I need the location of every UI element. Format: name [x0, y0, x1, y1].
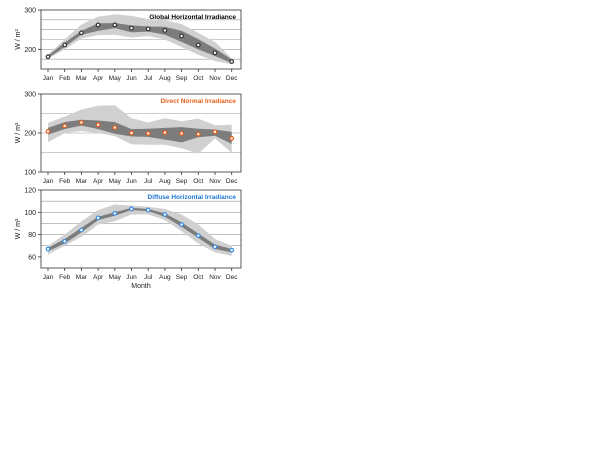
data-point-nov: [212, 244, 218, 250]
x-tick-label-dec: Dec: [226, 274, 238, 281]
direct-normal-irradiance-panel: 100 200 300 Jan Feb Mar Apr May Jun Jul Aug Sep Oct N…: [15, 92, 242, 185]
data-point-jul: [145, 207, 151, 213]
data-point-jan: [45, 54, 51, 60]
x-axis-label: Month: [131, 283, 151, 290]
x-tick-label-feb: Feb: [59, 274, 71, 281]
x-tick-label-may: May: [109, 178, 122, 185]
data-point-oct: [195, 233, 201, 239]
data-point-dec: [229, 59, 235, 64]
y-axis-label: W / m²: [15, 29, 22, 50]
x-tick-label-jan: Jan: [43, 75, 54, 82]
x-tick-label-jan: Jan: [43, 274, 54, 281]
x-tick-label-sep: Sep: [176, 178, 188, 185]
data-point-may: [112, 22, 118, 28]
x-tick-label-dec: Dec: [226, 178, 238, 185]
data-point-apr: [95, 122, 101, 128]
data-point-jan: [45, 129, 51, 134]
data-point-dec: [229, 247, 235, 253]
x-tick-label-jul: Jul: [144, 75, 153, 82]
x-tick-label-aug: Aug: [159, 274, 171, 281]
data-point-jun: [129, 25, 134, 31]
plot-frame: [40, 9, 242, 70]
y-tick-label: 200: [24, 131, 36, 138]
panel-title: Global Horizontal Irradiance: [149, 14, 236, 21]
y-tick-label: 100: [24, 170, 36, 177]
data-point-jul: [145, 130, 151, 136]
x-tick-label-oct: Oct: [193, 178, 203, 185]
x-tick-label-jul: Jul: [144, 274, 153, 281]
data-point-oct: [195, 131, 201, 137]
y-tick-label: 300: [24, 8, 36, 15]
data-point-sep: [179, 130, 185, 136]
data-point-aug: [162, 130, 168, 136]
x-tick-label-jan: Jan: [43, 178, 54, 185]
y-axis-label: W / m²: [15, 218, 22, 239]
y-tick-label: 80: [28, 232, 36, 239]
data-point-sep: [179, 222, 185, 227]
x-tick-label-jun: Jun: [126, 75, 137, 82]
x-tick-label-may: May: [109, 274, 122, 281]
data-point-aug: [162, 212, 168, 217]
global-horizontal-irradiance-panel: 200 300 Jan Feb Mar Apr May Jun Jul Aug Sep Oct Nov D…: [15, 8, 242, 82]
x-tick-label-feb: Feb: [59, 178, 71, 185]
x-tick-label-aug: Aug: [159, 75, 171, 82]
outer-range-band: [48, 204, 232, 256]
x-tick-label-aug: Aug: [159, 178, 171, 185]
data-point-feb: [62, 42, 68, 48]
diffuse-horizontal-irradiance-panel: 60 80 100 120 Jan Feb Mar Apr May Jun Jul Aug Sep Oct…: [15, 188, 242, 290]
inner-range-band: [48, 22, 232, 64]
x-tick-label-apr: Apr: [93, 274, 104, 281]
x-tick-label-mar: Mar: [76, 178, 88, 185]
data-point-nov: [212, 129, 218, 135]
data-point-mar: [78, 227, 84, 233]
data-point-may: [112, 125, 118, 130]
x-tick-label-nov: Nov: [209, 178, 221, 185]
data-point-oct: [195, 42, 201, 48]
data-point-feb: [62, 238, 68, 244]
y-tick-label: 120: [24, 188, 36, 195]
x-tick-label-mar: Mar: [76, 274, 88, 281]
x-tick-label-oct: Oct: [193, 75, 203, 82]
y-tick-label: 200: [24, 47, 36, 54]
data-point-nov: [212, 50, 218, 56]
x-tick-label-nov: Nov: [209, 75, 221, 82]
x-tick-label-jun: Jun: [126, 178, 137, 185]
data-point-jun: [129, 130, 134, 136]
y-tick-label: 100: [24, 210, 36, 217]
x-tick-label-mar: Mar: [76, 75, 88, 82]
plot-area: [41, 190, 241, 268]
data-point-feb: [62, 123, 68, 129]
x-tick-label-jul: Jul: [144, 178, 153, 185]
x-tick-label-feb: Feb: [59, 75, 71, 82]
data-point-apr: [95, 215, 101, 221]
data-point-may: [112, 210, 118, 216]
panel-title: Direct Normal Irradiance: [160, 98, 236, 105]
data-point-mar: [78, 120, 84, 125]
y-tick-label: 60: [28, 254, 36, 261]
x-tick-label-dec: Dec: [226, 75, 238, 82]
x-tick-label-nov: Nov: [209, 274, 221, 281]
data-point-jan: [45, 246, 51, 252]
x-tick-label-apr: Apr: [93, 75, 104, 82]
x-tick-label-sep: Sep: [176, 75, 188, 82]
data-point-jun: [129, 206, 134, 212]
data-point-sep: [179, 33, 185, 39]
data-point-jul: [145, 26, 151, 32]
x-tick-label-oct: Oct: [193, 274, 203, 281]
x-tick-label-may: May: [109, 75, 122, 82]
panel-title: Diffuse Horizontal Irradiance: [148, 194, 237, 201]
data-point-dec: [229, 136, 235, 141]
plot-frame: [40, 189, 242, 269]
y-axis-label: W / m²: [15, 122, 22, 143]
x-tick-label-jun: Jun: [126, 274, 137, 281]
inner-range-band: [48, 119, 232, 144]
x-tick-label-sep: Sep: [176, 274, 188, 281]
y-tick-label: 300: [24, 92, 36, 99]
data-point-mar: [78, 30, 84, 36]
data-point-apr: [95, 22, 101, 28]
data-point-aug: [162, 28, 168, 33]
x-tick-label-apr: Apr: [93, 178, 104, 185]
